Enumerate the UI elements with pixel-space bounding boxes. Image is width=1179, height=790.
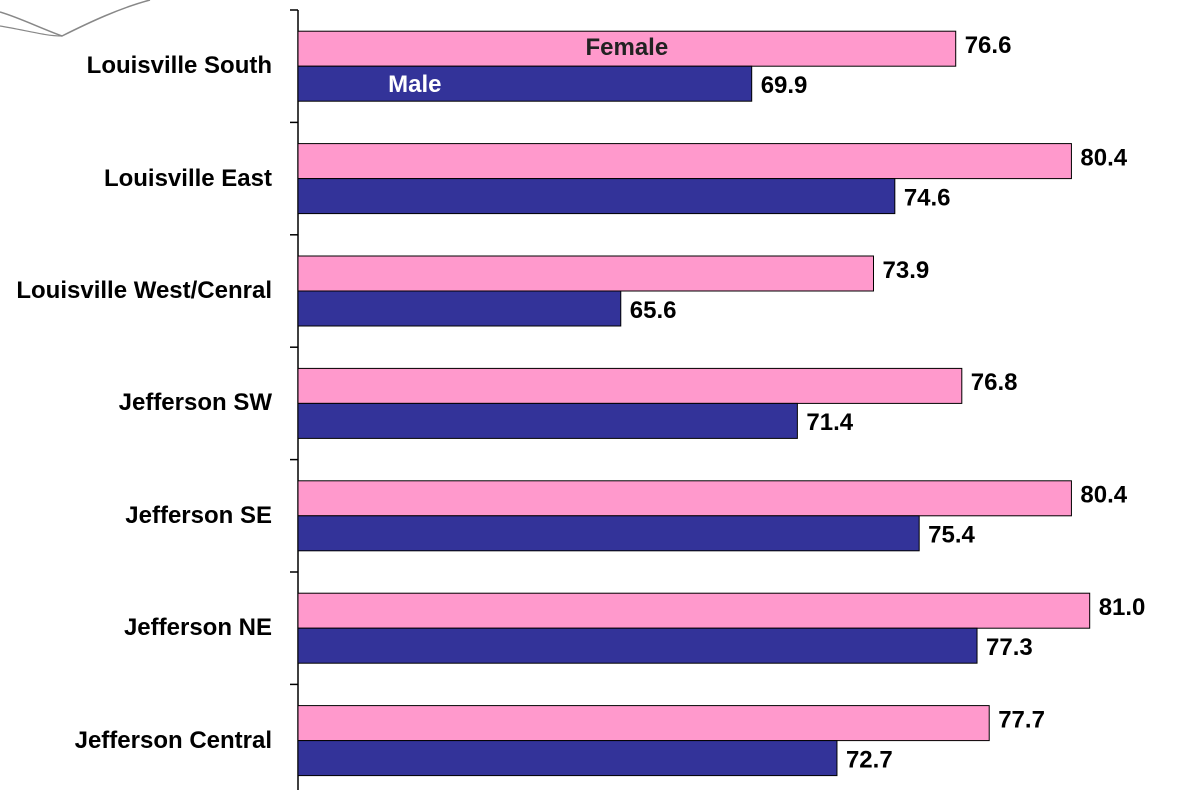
- category-label: Louisville South: [86, 52, 272, 80]
- category-label: Jefferson Central: [74, 726, 272, 754]
- bar: [297, 705, 990, 742]
- value-label: 71.4: [806, 409, 853, 436]
- value-label: 81.0: [1099, 594, 1146, 621]
- category-label: Jefferson SW: [118, 389, 272, 417]
- map-outline: [0, 0, 151, 37]
- bar: [297, 402, 798, 439]
- bar: [297, 480, 1072, 517]
- bar: [297, 65, 753, 102]
- value-label: 75.4: [928, 522, 975, 549]
- value-label: 74.6: [904, 184, 951, 211]
- map-outline: [0, 25, 63, 37]
- category-label: Jefferson SE: [125, 501, 272, 529]
- bar: [297, 367, 963, 404]
- value-label: 76.8: [971, 369, 1018, 396]
- value-label: 77.3: [986, 634, 1033, 661]
- bar: [297, 515, 920, 552]
- bar: [297, 143, 1072, 180]
- value-label: 72.7: [846, 746, 893, 773]
- value-label: 76.6: [965, 32, 1012, 59]
- legend-label: Male: [388, 71, 441, 98]
- bar: [297, 592, 1091, 629]
- value-label: 80.4: [1080, 482, 1127, 509]
- bar: [297, 30, 957, 67]
- value-label: 69.9: [761, 72, 808, 99]
- value-label: 77.7: [998, 706, 1045, 733]
- bar: [297, 178, 896, 215]
- category-label: Louisville East: [103, 164, 272, 192]
- legend-label: Female: [585, 34, 668, 61]
- bar: [297, 740, 838, 777]
- value-label: 65.6: [630, 297, 677, 324]
- bar: [297, 255, 875, 292]
- value-label: 80.4: [1080, 144, 1127, 171]
- category-label: Jefferson NE: [123, 614, 272, 642]
- bar: [297, 290, 622, 327]
- bar: [297, 627, 978, 664]
- value-label: 73.9: [883, 257, 930, 284]
- category-label: Louisville West/Cenral: [16, 277, 272, 304]
